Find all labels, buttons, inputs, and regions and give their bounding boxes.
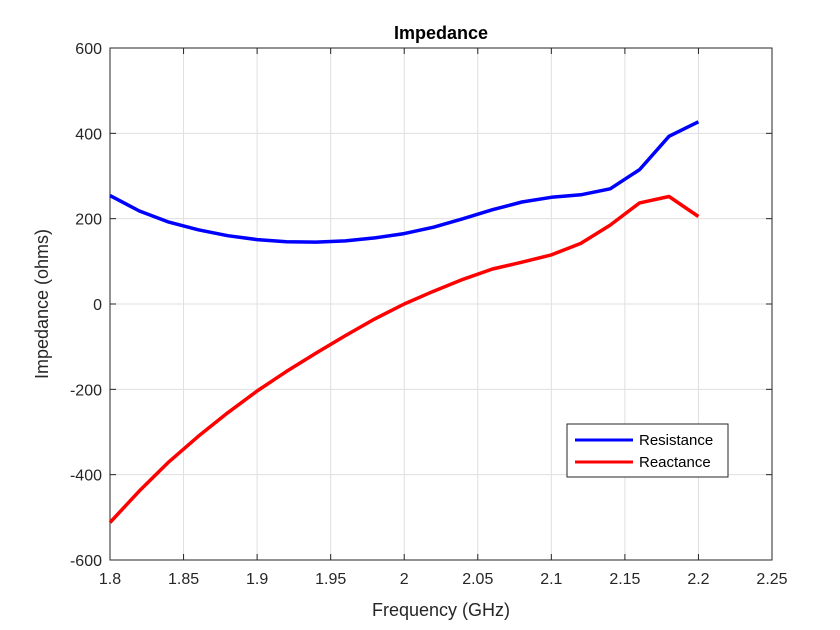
x-tick-label: 1.85 <box>168 571 199 588</box>
legend-box <box>566 423 729 478</box>
x-tick-label: 2.25 <box>756 571 787 588</box>
series-line-resistance <box>109 120 700 244</box>
x-tick-label: 2.05 <box>462 571 493 588</box>
y-tick-label: -600 <box>70 553 102 570</box>
legend-label-reactance: Reactance <box>639 454 711 471</box>
x-tick-label: 1.9 <box>246 571 268 588</box>
x-tick-label: 2.2 <box>687 571 709 588</box>
ticks: 1.8 1.85 1.9 1.95 2 2.05 2.1 2.15 2.2 2.25 -600 -40… <box>70 41 788 588</box>
x-tick-label: 1.95 <box>315 571 346 588</box>
x-tick-label: 2 <box>400 571 409 588</box>
y-tick-label: -200 <box>70 382 102 399</box>
y-tick-label: 400 <box>75 126 102 143</box>
x-tick-label: 2.15 <box>609 571 640 588</box>
x-tick-label: 2.1 <box>540 571 562 588</box>
legend-label-resistance: Resistance <box>639 432 713 449</box>
x-axis-label: Frequency (GHz) <box>372 600 510 620</box>
chart-title: Impedance <box>394 23 488 43</box>
y-tick-label: 600 <box>75 41 102 58</box>
y-tick-label: 200 <box>75 212 102 229</box>
y-axis-label: Impedance (ohms) <box>32 229 52 379</box>
series-line-reactance <box>108 194 700 524</box>
y-tick-label: -400 <box>70 468 102 485</box>
legend: Resistance Reactance <box>566 423 729 478</box>
x-tick-label: 1.8 <box>99 571 121 588</box>
y-tick-label: 0 <box>93 297 102 314</box>
series-lines <box>108 120 700 524</box>
